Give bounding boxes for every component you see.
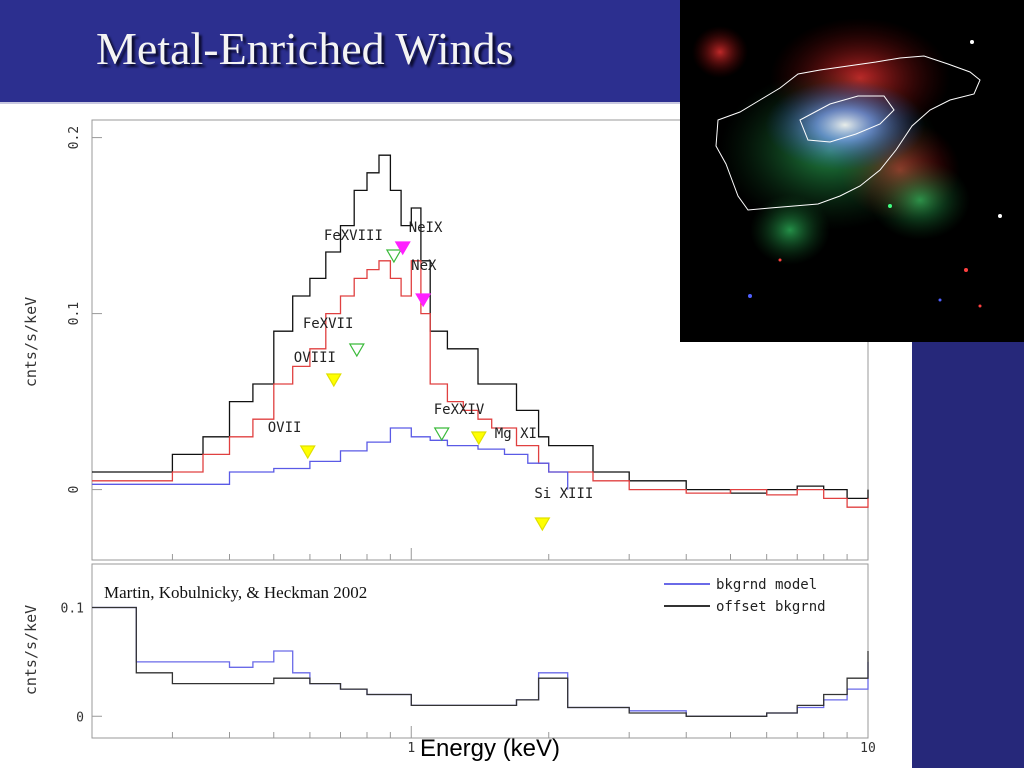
line-marker <box>433 427 450 442</box>
line-marker <box>534 517 551 532</box>
line-label: Si XIII <box>534 486 593 502</box>
line-label: Mg XI <box>495 426 537 442</box>
line-marker <box>394 241 411 256</box>
line-label: OVII <box>268 420 302 436</box>
top-ylabel: cnts/s/keV <box>22 297 40 387</box>
legend-label-bkgrnd-model: bkgrnd model <box>716 577 817 593</box>
top-ytick-label: 0.1 <box>67 302 82 325</box>
line-marker <box>299 445 316 460</box>
galaxy-xray-composite-icon <box>680 0 1024 342</box>
bottom-series-line-1 <box>92 606 869 717</box>
right-strip <box>912 342 1024 768</box>
line-marker <box>470 431 487 446</box>
bottom-series-line-0 <box>92 606 869 717</box>
line-label: FeXVII <box>303 316 354 332</box>
line-label: NeX <box>411 258 437 274</box>
line-label: OVIII <box>294 350 336 366</box>
bottom-yticks: 00.1 <box>61 602 102 725</box>
bottom-ytick-label: 0.1 <box>61 602 84 617</box>
top-ytick-label: 0 <box>67 486 82 494</box>
spectrum-chart: cnts/s/keV cnts/s/keV 00.10.2 00.1 1 10 F… <box>22 119 876 762</box>
bottom-ytick-label: 0 <box>76 710 84 725</box>
slide-title: Metal-Enriched Winds <box>96 23 514 74</box>
line-marker <box>385 249 402 264</box>
bottom-ylabel: cnts/s/keV <box>22 605 40 695</box>
line-marker <box>325 373 342 388</box>
line-label: FeXXIV <box>434 402 485 418</box>
citation: Martin, Kobulnicky, & Heckman 2002 <box>104 583 367 602</box>
xtick-label: 1 <box>407 741 415 756</box>
top-series <box>92 154 869 508</box>
legend-label-offset-bkgrnd: offset bkgrnd <box>716 599 826 615</box>
title-bar: Metal-Enriched Winds <box>0 0 680 104</box>
x-axis-label: Energy (keV) <box>420 735 560 762</box>
line-label: FeXVIII <box>324 228 383 244</box>
top-series-line-2 <box>92 427 569 490</box>
bottom-series <box>92 606 869 717</box>
line-marker <box>415 293 432 308</box>
top-yticks: 0 0.1 0.2 <box>67 126 102 494</box>
top-ytick-label: 0.2 <box>67 126 82 149</box>
top-series-line-1 <box>92 260 869 508</box>
line-marker <box>348 343 365 358</box>
line-label: NeIX <box>409 220 443 236</box>
legend: bkgrnd model offset bkgrnd <box>664 577 826 615</box>
xticks: 1 10 <box>171 548 876 756</box>
line-annotations: FeXVIII NeIX NeX FeXVII OVIII OVII FeXXIV Mg XI… <box>268 220 593 532</box>
xtick-label: 10 <box>860 741 876 756</box>
